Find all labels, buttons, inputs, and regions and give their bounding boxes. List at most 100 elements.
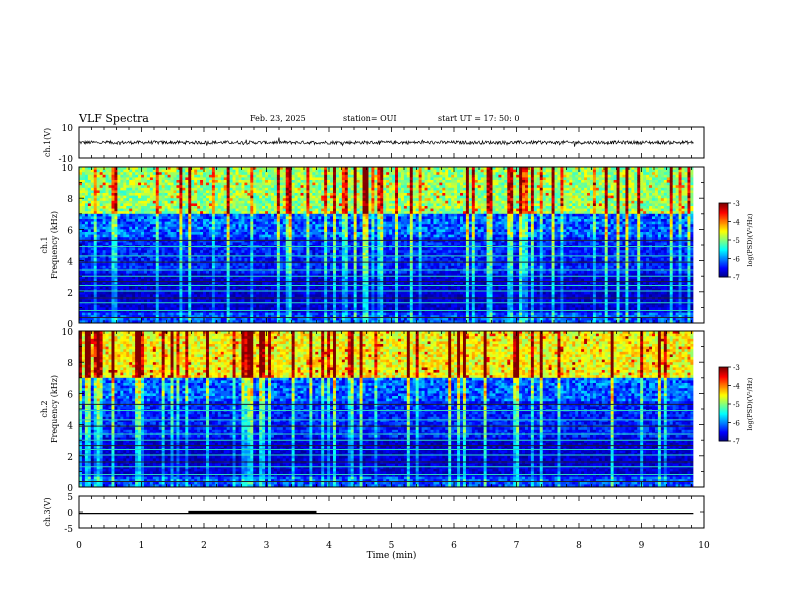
spectrogram-ch1-cell [318,208,322,212]
spectrogram-ch1-cell [129,302,133,306]
spectrogram-ch1-cell [256,177,260,181]
spectrogram-ch1-cell [223,213,228,217]
spectrogram-ch1-cell [79,307,83,311]
spectrogram-ch1-cell [170,242,174,246]
spectrogram-ch1-cell [173,276,177,280]
spectrogram-ch1-cell [256,258,260,261]
spectrogram-ch1-cell [244,234,248,238]
spectrogram-ch1-cell [108,278,112,282]
spectrogram-ch1-cell [220,271,225,274]
spectrogram-ch1-cell [173,200,177,204]
spectrogram-ch1-cell [87,229,92,233]
spectrogram-ch1-cell [194,281,198,285]
spectrogram-ch1-cell [141,172,145,176]
spectrogram-ch1-cell [288,187,293,191]
spectrogram-ch1-cell [173,294,177,298]
spectrogram-ch1-cell [90,232,95,235]
spectrogram-ch1-cell [214,185,219,189]
spectrogram-ch1-cell [102,234,106,238]
spectrogram-ch1-cell [197,226,201,230]
spectrogram-ch1-cell [247,252,251,256]
spectrogram-ch1-cell [141,187,145,191]
spectrogram-ch1-cell [117,182,121,186]
spectrogram-ch1-cell [259,234,263,238]
spectrogram-ch1-cell [135,239,139,243]
spectrogram-ch1-cell [217,242,222,246]
spectrogram-ch1-cell [114,190,118,194]
spectrogram-ch1-cell [250,211,254,215]
spectrogram-ch1-cell [164,304,169,308]
spectrogram-ch1-cell [247,317,251,321]
spectrogram-ch1-cell [132,172,136,176]
spectrogram-ch1-cell [146,213,151,217]
spectrogram-ch1-cell [241,229,245,233]
spectrogram-ch1-cell [250,320,254,324]
spectrogram-ch1-cell [141,193,145,196]
spectrogram-ch1-cell [256,271,260,274]
spectrogram-ch1-cell [87,213,92,217]
spectrogram-ch1-cell [185,195,189,199]
spectrogram-ch1-cell [105,190,109,194]
spectrogram-ch1-cell [108,252,112,256]
spectrogram-ch1-cell [158,291,163,295]
spectrogram-ch1-cell [149,273,154,277]
spectrogram-ch1-cell [247,276,251,280]
spectrogram-ch1-cell [232,187,236,191]
spectrogram-ch1-cell [108,273,112,277]
spectrogram-ch1-cell [149,219,154,222]
spectrogram-ch1-cell [208,312,213,316]
spectrogram-ch1-cell [232,258,236,261]
spectrogram-ch1-cell [179,200,183,204]
spectrogram-ch1-cell [241,304,245,308]
spectrogram-ch1-cell [306,193,310,196]
spectrogram-ch1-cell [270,320,275,324]
spectrogram-ch1-cell [170,291,174,295]
spectrogram-ch1-cell [197,193,201,196]
spectrogram-ch1-cell [170,213,174,217]
spectrogram-ch1-cell [312,224,316,228]
spectrogram-ch1-cell [152,226,157,230]
spectrogram-ch1-cell [300,242,304,246]
spectrogram-ch1-cell [276,187,281,191]
spectrogram-ch1-cell [117,304,121,308]
spectrogram-ch1-cell [138,312,142,316]
spectrogram-ch1-cell [208,315,213,319]
spectrogram-ch1-cell [247,239,251,243]
spectrogram-ch1-cell [265,291,269,295]
spectrogram-ch1-cell [214,317,219,321]
spectrogram-ch1-cell [203,200,207,204]
spectrogram-ch1-cell [232,174,236,178]
spectrogram-ch1-cell [217,276,222,280]
spectrogram-ch1-cell [158,302,163,306]
spectrogram-ch1-cell [315,281,319,285]
spectrogram-ch1-cell [265,302,269,306]
spectrogram-ch1-cell [132,250,136,254]
spectrogram-ch1-cell [273,265,278,269]
spectrogram-ch1-cell [238,187,242,191]
spectrogram-ch1-cell [197,172,201,176]
spectrogram-ch1-cell [87,258,92,261]
spectrogram-ch1-cell [265,258,269,261]
spectrogram-ch1-cell [256,265,260,269]
spectrogram-ch1-cell [262,195,266,199]
spectrogram-ch1-cell [241,234,245,238]
spectrogram-ch1-cell [211,216,216,220]
spectrogram-ch1-cell [288,250,293,254]
spectrogram-ch1-cell [244,226,248,230]
spectrogram-ch1-cell [191,250,195,254]
spectrogram-ch1-cell [259,219,263,222]
spectrogram-ch1-cell [176,299,180,303]
spectrogram-ch1-cell [99,239,104,243]
spectrogram-ch1-cell [241,193,245,196]
spectrogram-ch1-cell [138,177,142,181]
spectrogram-ch1-cell [229,208,233,212]
spectrogram-ch1-cell [238,278,242,282]
spectrogram-ch1-cell [194,302,198,306]
spectrogram-ch1-cell [250,258,254,261]
spectrogram-ch1-cell [253,232,257,235]
spectrogram-ch1-cell [306,237,310,241]
spectrogram-ch1-cell [114,263,118,267]
spectrogram-ch1-cell [223,195,228,199]
spectrogram-ch1-cell [318,198,322,202]
spectrogram-ch1-cell [306,226,310,230]
